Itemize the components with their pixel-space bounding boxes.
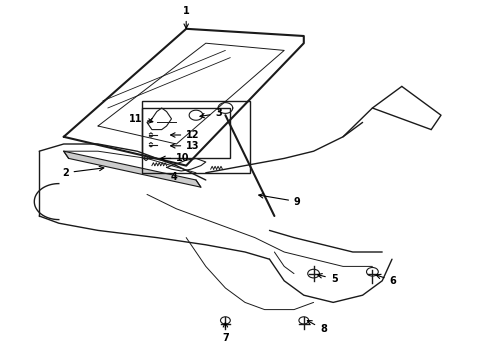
Bar [142,108,230,158]
Text: 12: 12 [171,130,200,140]
Text: 5: 5 [318,274,338,284]
Text: 6: 6 [376,274,396,286]
Text: 4: 4 [171,172,177,182]
Text: 1: 1 [183,6,190,28]
Text: 9: 9 [259,194,301,207]
Text: 13: 13 [171,141,200,151]
Text: 10: 10 [161,153,190,163]
Text: 3: 3 [200,108,222,118]
Text: 8: 8 [307,320,327,334]
Text: 11: 11 [128,114,153,124]
Bar [142,101,250,173]
Text: 7: 7 [222,323,229,343]
Polygon shape [64,151,201,187]
Text: 2: 2 [62,166,104,178]
